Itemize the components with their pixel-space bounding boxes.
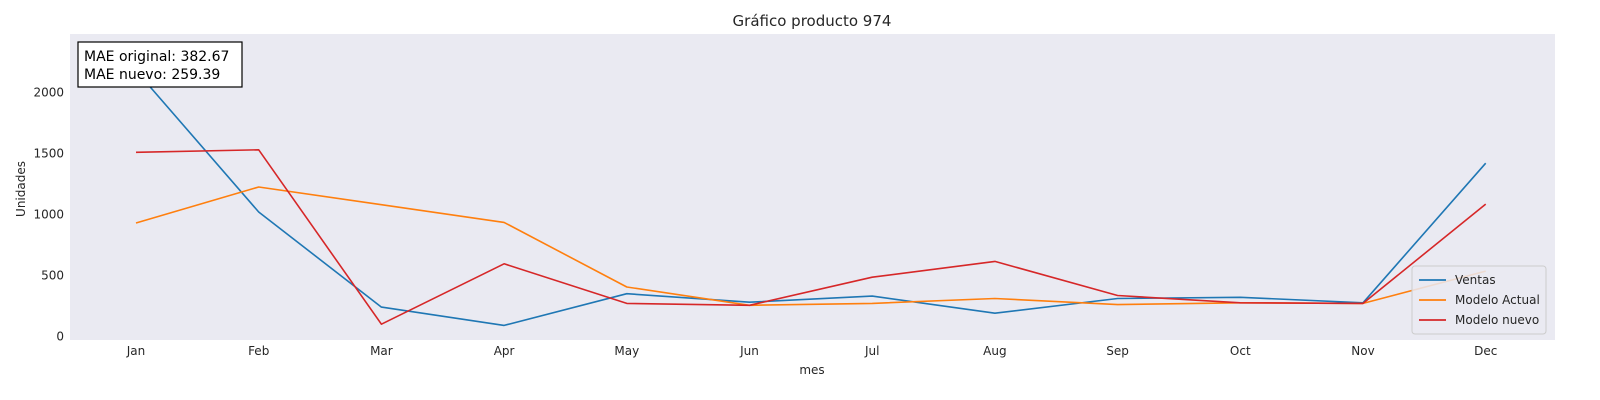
legend-box <box>1411 265 1547 335</box>
x-tick-label: Jun <box>739 344 759 358</box>
series-line-modelo-nuevo <box>135 149 1487 326</box>
y-tick-label: 2000 <box>33 86 64 100</box>
series-line-ventas <box>135 70 1487 327</box>
legend-label-modelo-nuevo: Modelo nuevo <box>1455 313 1539 327</box>
x-axis-label: mes <box>799 363 824 377</box>
x-tick-label: Sep <box>1106 344 1129 358</box>
x-tick-label: Feb <box>248 344 269 358</box>
mae-annotation-box <box>77 41 243 88</box>
y-tick-label: 500 <box>41 268 64 282</box>
y-axis-label: Unidades <box>14 161 28 217</box>
y-tick-label: 1500 <box>33 146 64 160</box>
x-tick-label: Dec <box>1474 344 1497 358</box>
x-tick-label: Oct <box>1230 344 1251 358</box>
x-axis-ticks: Jan Feb Mar Apr May Jun Jul Aug Sep Oct Nov Dec <box>126 344 1498 358</box>
x-tick-label: Aug <box>983 344 1006 358</box>
legend-label-modelo-actual: Modelo Actual <box>1455 293 1540 307</box>
y-axis-ticks: 0 500 1000 1500 2000 <box>33 86 64 344</box>
mae-annotation: MAE original: 382.67 MAE nuevo: 259.39 <box>77 41 243 88</box>
chart-title: Gráfico producto 974 <box>733 12 892 30</box>
x-tick-label: Jan <box>126 344 146 358</box>
legend-label-ventas: Ventas <box>1455 273 1496 287</box>
plot-background <box>70 34 1555 340</box>
mae-nuevo-text: MAE nuevo: 259.39 <box>84 67 220 83</box>
y-tick-label: 0 <box>56 329 64 343</box>
x-tick-label: Mar <box>370 344 393 358</box>
x-tick-label: Nov <box>1351 344 1374 358</box>
series-layer <box>135 70 1487 327</box>
y-tick-label: 1000 <box>33 207 64 221</box>
legend: Ventas Modelo Actual Modelo nuevo <box>1411 265 1547 335</box>
mae-original-text: MAE original: 382.67 <box>84 49 229 65</box>
x-tick-label: May <box>614 344 639 358</box>
x-tick-label: Jul <box>864 344 879 358</box>
x-tick-label: Apr <box>494 344 515 358</box>
